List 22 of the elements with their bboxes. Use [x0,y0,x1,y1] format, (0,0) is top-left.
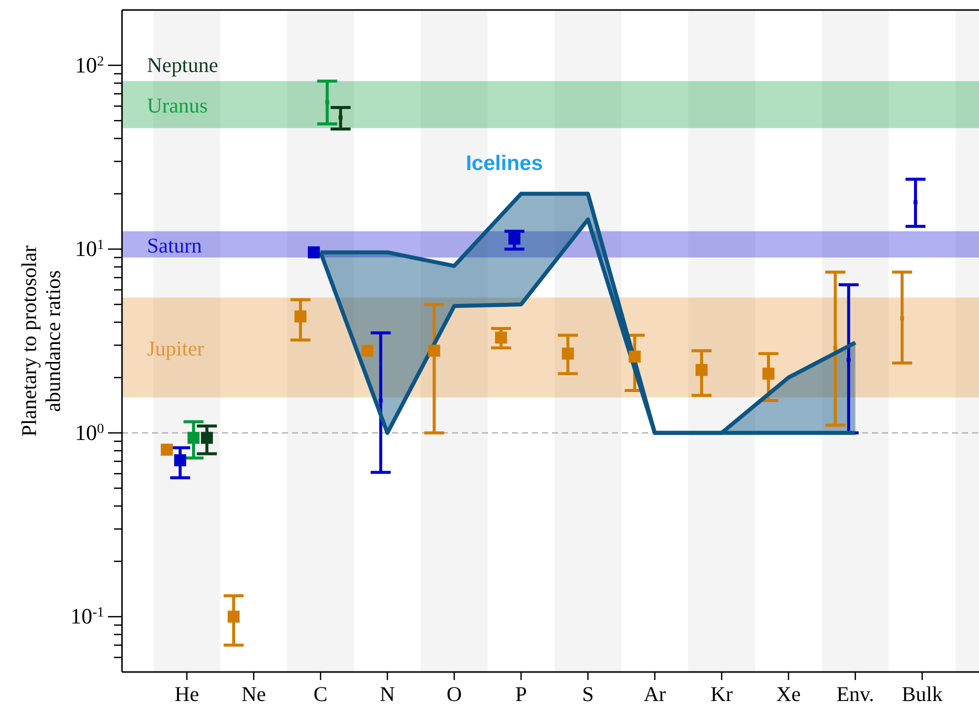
x-tick-label: Env. [836,682,874,706]
x-tick-label: S [582,682,594,706]
x-tick-label: O [446,682,462,706]
y-tick-label: 10$^{-1}$ [70,604,104,629]
x-tick-label: Xe [776,682,801,706]
y-axis-title: Planetary to protosolar abundance ratios [17,245,65,437]
x-tick-label: Ne [241,682,266,706]
y-tick-label: 10$^{1}$ [75,236,104,262]
y-tick-label: 10$^{2}$ [75,52,104,78]
band-label: Jupiter [147,336,204,360]
annotation: Neptune [147,53,218,77]
x-tick-label: Bulk [902,682,944,706]
band-label: Saturn [147,233,202,258]
y-tick-label: 10$^{0}$ [75,420,104,445]
x-tick-label: C [314,682,328,706]
x-tick-label: Kr [710,682,733,706]
x-tick-label: P [515,682,527,706]
x-tick-label: He [174,682,200,706]
band-label: Uranus [147,94,208,118]
x-tick-label: Ar [644,682,666,706]
x-tick-label: N [380,682,395,706]
series-label: Icelines [466,152,543,175]
